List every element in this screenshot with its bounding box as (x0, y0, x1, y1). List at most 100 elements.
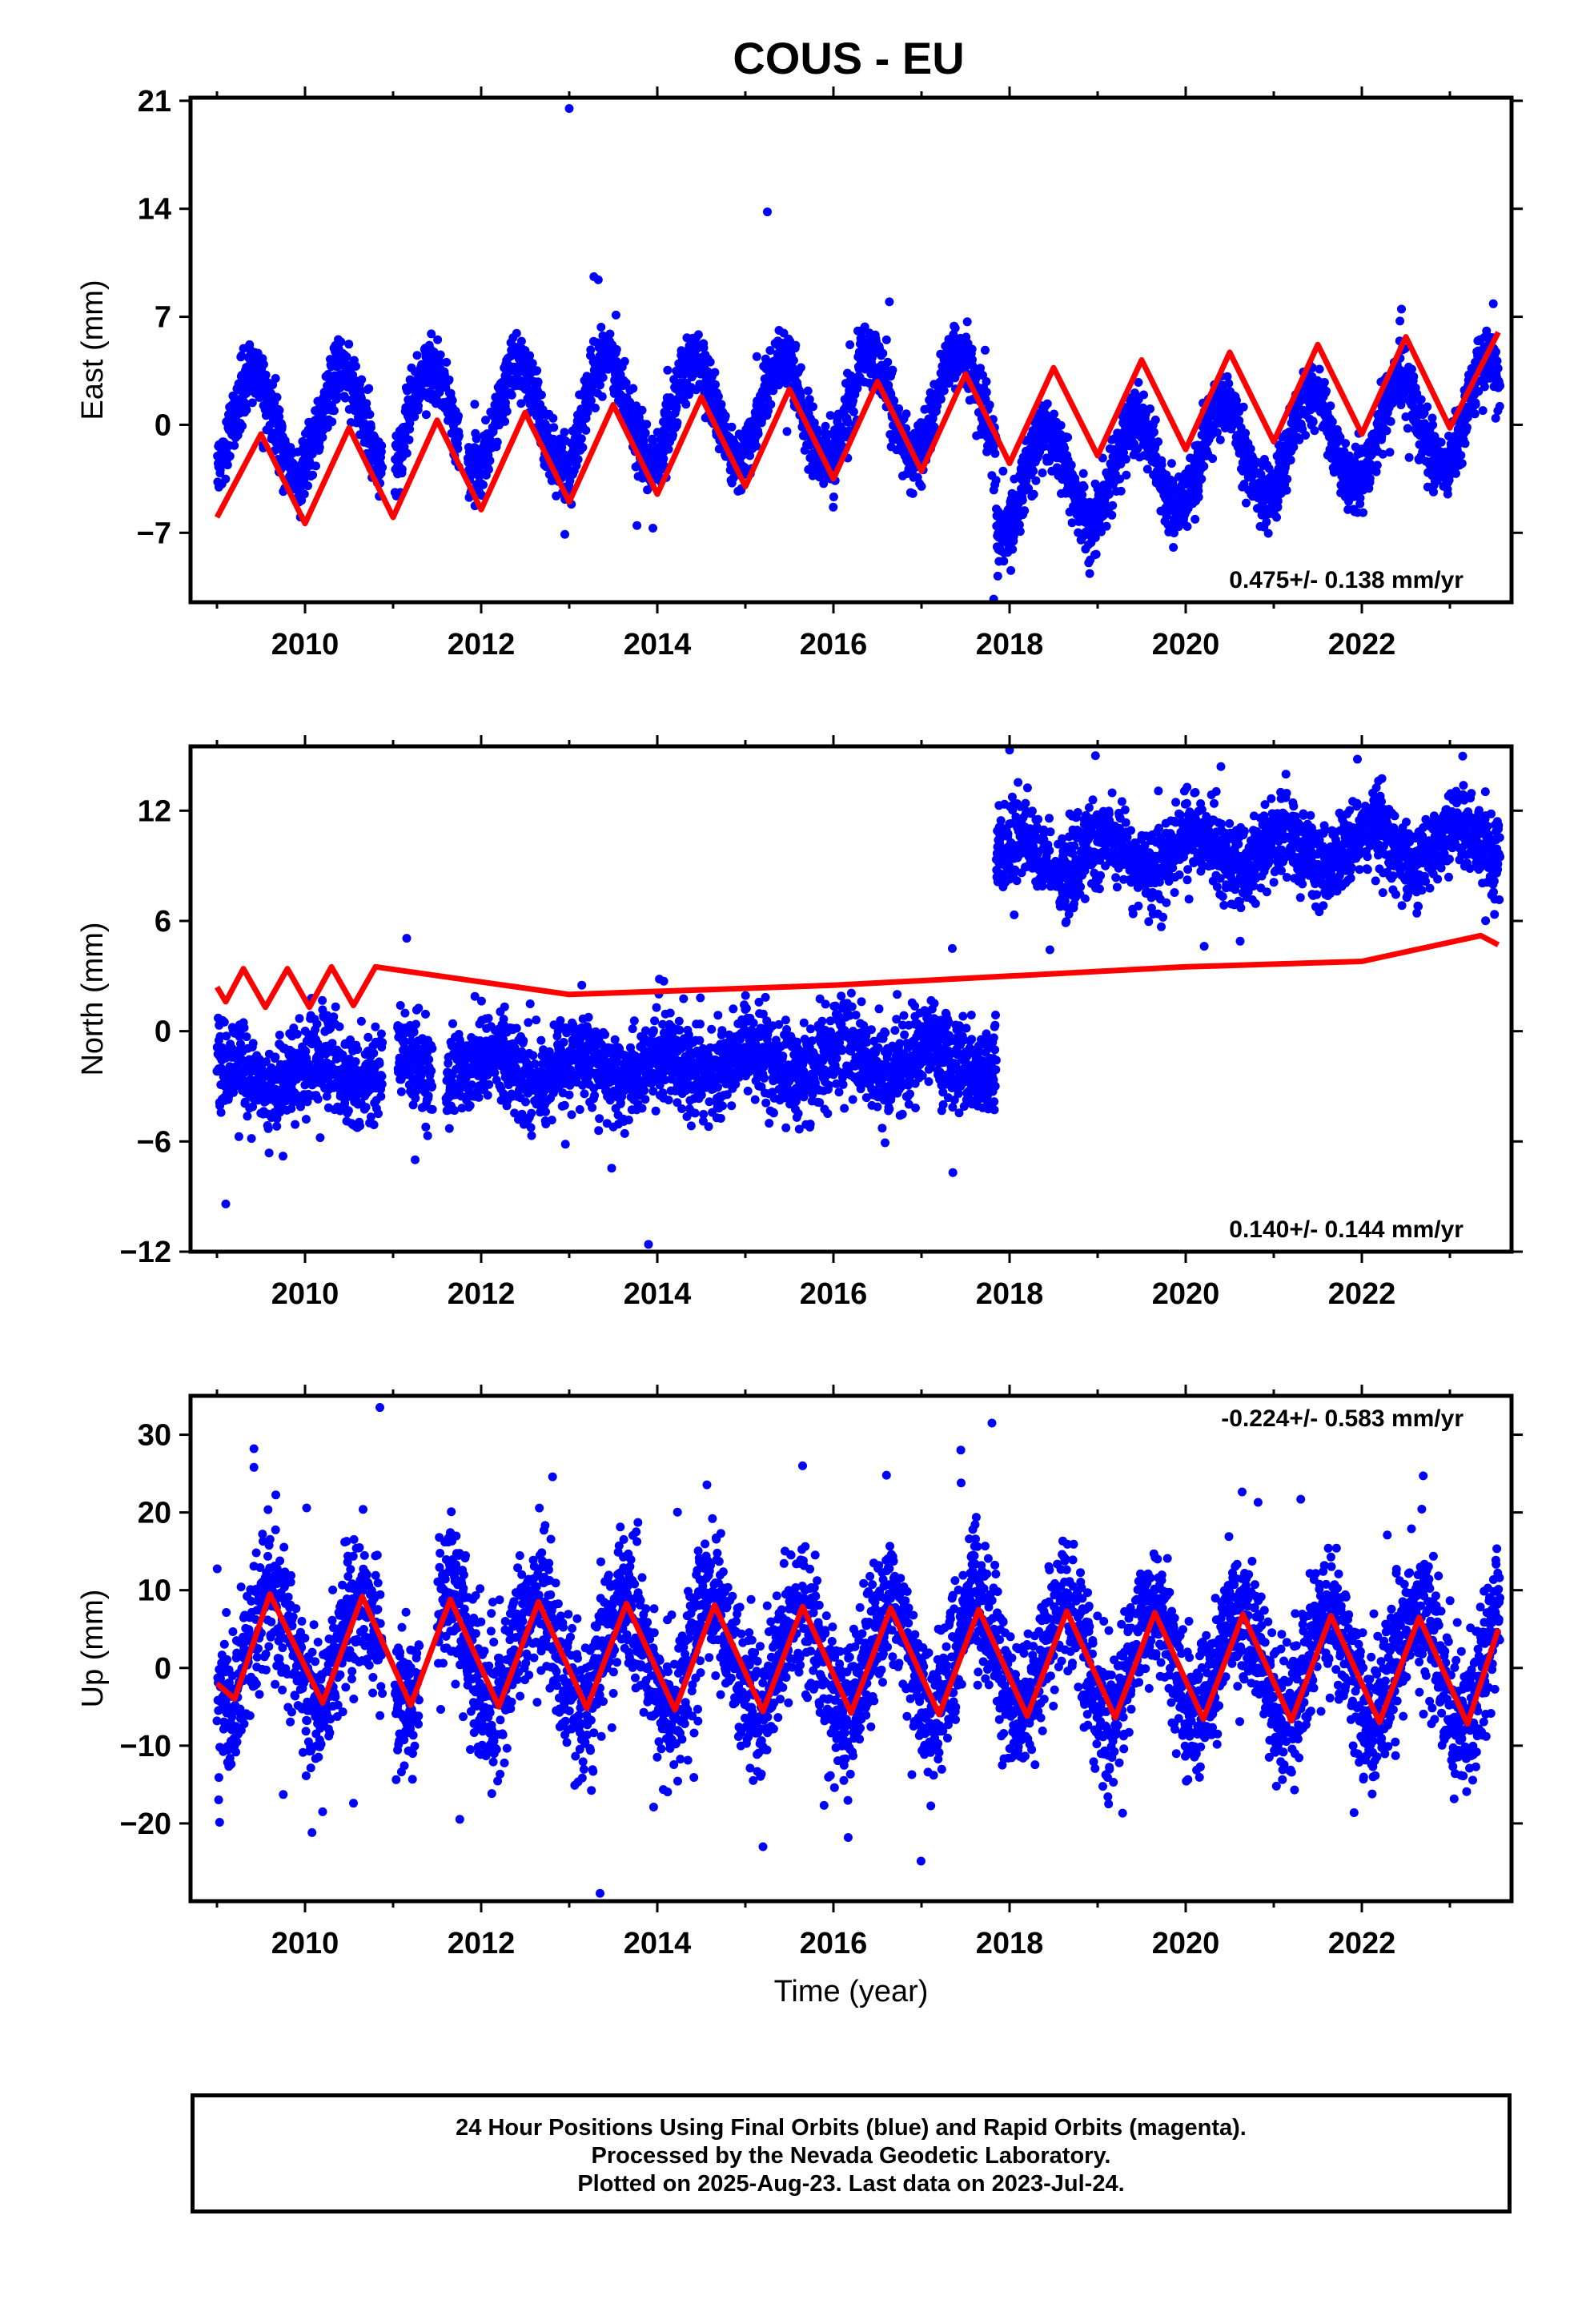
observation-point (481, 416, 490, 425)
panel-east: 2010 2012 2014 2016 2018 2020 2022−7071421East… (76, 85, 1523, 661)
observation-point (299, 489, 309, 499)
observation-point (1341, 439, 1351, 448)
observation-point (713, 392, 723, 401)
observation-point (1385, 448, 1395, 457)
observation-point (791, 340, 801, 350)
observation-point (1326, 401, 1335, 411)
observation-point (673, 418, 682, 428)
observation-point (1283, 474, 1292, 484)
y-tick-label: −7 (137, 517, 171, 550)
observation-point (336, 337, 346, 347)
observation-point (272, 1121, 282, 1131)
observation-point (378, 463, 387, 472)
observation-point (1319, 378, 1329, 387)
observation-point (612, 345, 621, 354)
observation-point (340, 393, 350, 403)
observation-point (586, 396, 596, 405)
y-tick-label: 7 (155, 301, 171, 335)
observation-point (1191, 514, 1200, 524)
observation-point (412, 351, 422, 360)
y-tick-label: 21 (138, 85, 171, 119)
observation-point (721, 411, 730, 420)
observation-point (1403, 424, 1412, 433)
observation-dots (212, 746, 1505, 1249)
observation-point (448, 396, 457, 405)
observation-point (272, 392, 282, 402)
observation-point (1322, 386, 1331, 396)
observation-point (516, 399, 526, 408)
observation-point (982, 377, 991, 386)
observation-point (222, 1031, 231, 1041)
observation-point (1085, 569, 1094, 578)
observation-point (333, 392, 343, 401)
observation-point (993, 571, 1002, 581)
observation-point (1456, 451, 1466, 460)
observation-point (693, 330, 703, 340)
observation-point (939, 386, 949, 396)
observation-point (659, 454, 669, 464)
observation-point (1079, 482, 1089, 492)
observation-point (516, 336, 526, 346)
observation-point (365, 410, 375, 419)
observation-point (410, 412, 420, 421)
observation-outlier (648, 524, 657, 533)
observation-point (549, 423, 559, 432)
observation-point (435, 357, 444, 367)
observation-point (578, 443, 588, 452)
observation-point (223, 460, 232, 470)
observation-point (576, 434, 586, 444)
observation-point (717, 400, 726, 409)
observation-point (1443, 489, 1452, 499)
observation-point (277, 421, 287, 431)
observation-point (1031, 476, 1041, 485)
observation-point (1416, 395, 1426, 404)
observation-point (1496, 381, 1505, 391)
observation-point (885, 297, 894, 307)
observation-point (663, 365, 673, 375)
observation-point (501, 398, 510, 408)
observation-point (536, 390, 546, 400)
observation-point (917, 481, 926, 491)
observation-point (342, 352, 351, 361)
y-tick-label: 0 (155, 408, 171, 442)
observation-point (557, 443, 567, 452)
observation-point (821, 421, 830, 431)
observation-point (628, 384, 638, 393)
observation-point (1020, 506, 1030, 516)
observation-point (611, 310, 620, 320)
observation-point (479, 480, 488, 489)
observation-point (315, 443, 324, 452)
observation-point (265, 420, 275, 430)
observation-point (982, 388, 991, 397)
observation-point (888, 365, 897, 375)
observation-point (1327, 417, 1337, 427)
observation-point (1063, 432, 1073, 442)
observation-point (1471, 400, 1480, 409)
observation-point (1169, 543, 1178, 552)
observation-point (216, 1108, 226, 1117)
observation-point (454, 431, 464, 440)
observation-point (774, 380, 784, 390)
observation-point (672, 402, 681, 412)
observation-point (881, 335, 891, 344)
observation-point (421, 410, 431, 420)
observation-point (803, 386, 813, 396)
observation-point (1224, 379, 1234, 388)
observation-point (991, 476, 1001, 485)
observation-point (1372, 460, 1382, 470)
observation-point (1078, 468, 1088, 478)
observation-point (1491, 413, 1500, 423)
x-tick-label: 2010 (271, 628, 339, 661)
observation-point (1462, 423, 1472, 432)
observation-point (1194, 493, 1203, 502)
x-tick-label: 2014 (624, 628, 692, 661)
observation-point (311, 461, 320, 471)
observation-dots (213, 103, 1505, 602)
observation-point (405, 419, 415, 428)
observation-point (1315, 364, 1324, 374)
observation-point (591, 404, 600, 412)
observation-point (727, 422, 737, 432)
observation-point (621, 378, 631, 388)
observation-point (1208, 454, 1218, 464)
